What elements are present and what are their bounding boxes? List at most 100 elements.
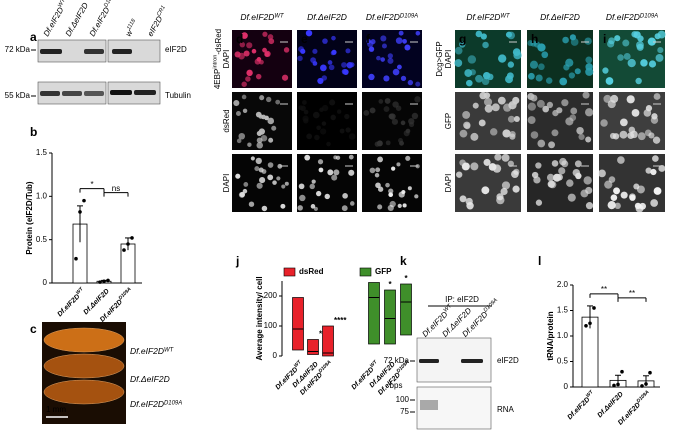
blot-band bbox=[461, 359, 483, 363]
nucleus bbox=[567, 193, 576, 202]
nucleus bbox=[626, 95, 635, 104]
lane-label: w1118 bbox=[124, 18, 141, 38]
nucleus bbox=[380, 35, 387, 42]
nucleus bbox=[264, 50, 271, 58]
y-tick-label: 1.0 bbox=[557, 331, 569, 340]
nucleus bbox=[266, 96, 272, 103]
nucleus bbox=[459, 195, 467, 203]
nucleus bbox=[583, 176, 592, 185]
nucleus bbox=[246, 69, 253, 77]
nucleus bbox=[530, 131, 539, 139]
nucleus bbox=[316, 125, 321, 131]
nucleus bbox=[650, 199, 659, 207]
nucleus bbox=[602, 67, 609, 74]
nucleus bbox=[533, 176, 541, 184]
nucleus bbox=[380, 57, 385, 62]
nucleus bbox=[466, 202, 474, 210]
y-tick-label: 1.5 bbox=[557, 306, 569, 315]
text-part: WT bbox=[274, 13, 284, 19]
nucleus bbox=[454, 59, 463, 67]
text-part: WT bbox=[164, 347, 174, 353]
nucleus bbox=[333, 169, 340, 176]
panel-letter: j bbox=[235, 254, 239, 268]
ip-title: IP: eIF2D bbox=[445, 295, 479, 304]
nucleus bbox=[464, 122, 471, 130]
column-header: Df.ΔeIF2D bbox=[307, 12, 347, 22]
nucleus bbox=[535, 199, 543, 206]
nucleus bbox=[313, 206, 318, 211]
nucleus bbox=[617, 156, 625, 164]
panel-letter: h bbox=[531, 32, 538, 46]
blot-band bbox=[84, 91, 104, 96]
text-part: Df.eIF2D bbox=[56, 293, 81, 318]
blot-band bbox=[110, 90, 132, 95]
panel-letter: f bbox=[366, 32, 371, 46]
lane-label: Df.ΔeIF2D bbox=[64, 1, 91, 38]
text-part: 4EBP bbox=[213, 69, 222, 89]
nucleus bbox=[234, 51, 241, 58]
nucleus bbox=[268, 137, 274, 143]
nucleus bbox=[512, 185, 520, 193]
panel-letter: e bbox=[301, 32, 308, 46]
text-part: Df.eIF2D bbox=[130, 346, 164, 356]
nucleus bbox=[414, 194, 419, 199]
nucleus bbox=[297, 205, 303, 211]
range-box bbox=[322, 325, 334, 357]
text-part: WT bbox=[443, 303, 454, 314]
column-header: Df.eIF2DD109A bbox=[366, 12, 418, 22]
nucleus bbox=[267, 162, 274, 168]
nucleus bbox=[331, 174, 338, 181]
data-point bbox=[82, 198, 86, 203]
nucleus bbox=[537, 139, 546, 148]
data-point bbox=[78, 210, 82, 214]
nucleus bbox=[261, 169, 267, 174]
text-part: Df.eIF2D bbox=[566, 396, 591, 421]
nucleus bbox=[241, 32, 248, 39]
marker-label: 55 kDa bbox=[5, 91, 31, 100]
text-part: D109A bbox=[104, 0, 118, 9]
nucleus bbox=[559, 77, 568, 86]
text-part: WT bbox=[585, 389, 595, 399]
band-label: RNA bbox=[497, 405, 515, 414]
nucleus bbox=[650, 168, 657, 176]
text-part: w bbox=[124, 27, 135, 38]
data-point bbox=[122, 248, 126, 252]
nucleus bbox=[648, 60, 657, 68]
nucleus bbox=[629, 193, 636, 201]
nucleus bbox=[623, 52, 631, 60]
nucleus bbox=[312, 111, 320, 119]
nucleus bbox=[267, 117, 275, 125]
rna-smear bbox=[420, 400, 438, 410]
larva bbox=[43, 379, 125, 405]
legend-label: dsRed bbox=[299, 267, 324, 276]
nucleus bbox=[345, 127, 351, 133]
data-point bbox=[102, 279, 106, 284]
nucleus bbox=[242, 108, 248, 114]
micrograph bbox=[527, 92, 593, 150]
nucleus bbox=[328, 64, 335, 71]
nucleus bbox=[535, 74, 543, 82]
range-box bbox=[307, 339, 319, 355]
channel-label: dsRed bbox=[222, 109, 231, 132]
nucleus bbox=[561, 99, 569, 107]
bp-label: 100 bbox=[396, 395, 410, 404]
nucleus bbox=[281, 74, 289, 81]
nucleus bbox=[384, 98, 391, 104]
nucleus bbox=[256, 142, 264, 149]
text-part: D109A bbox=[640, 13, 658, 19]
nucleus bbox=[339, 128, 345, 134]
nucleus bbox=[585, 67, 594, 76]
nucleus bbox=[501, 181, 511, 190]
nucleus bbox=[507, 160, 514, 167]
channel-label: DAPI bbox=[444, 50, 453, 69]
nucleus bbox=[298, 46, 304, 53]
nucleus bbox=[657, 47, 664, 54]
blot-strip bbox=[37, 39, 107, 63]
nucleus bbox=[466, 79, 473, 87]
nucleus bbox=[459, 41, 466, 48]
data-point bbox=[98, 280, 102, 284]
nucleus bbox=[348, 154, 354, 160]
nucleus bbox=[647, 37, 656, 46]
lane-label: eIF2DCR1 bbox=[146, 5, 170, 38]
channel-label: 4EBPintron-dsRed bbox=[213, 29, 223, 89]
